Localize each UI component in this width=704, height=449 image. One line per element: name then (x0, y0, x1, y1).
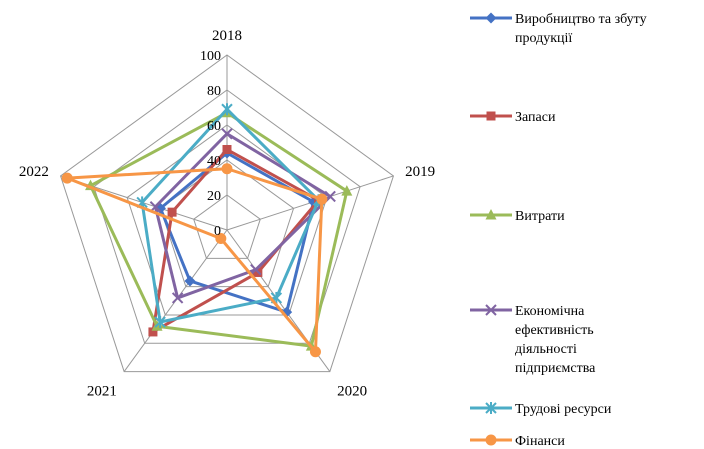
legend-label: Фінанси (515, 434, 565, 449)
legend-item-2: Витрати (470, 209, 565, 224)
legend-marker (485, 209, 497, 220)
series-line (65, 167, 324, 354)
data-point (250, 263, 262, 276)
series-layer (61, 103, 353, 358)
data-point (148, 327, 158, 337)
series-line (153, 132, 332, 300)
series-line (158, 151, 316, 314)
category-label-2020: 2020 (337, 383, 367, 399)
legend-item-3: Економічна ефективність діяльності підприєм… (470, 304, 596, 376)
data-point (221, 128, 233, 140)
series-5 (61, 163, 328, 358)
axis-labels: 0 20 40 60 80 100 2018 2019 2020 2021 2022 (19, 28, 435, 400)
data-point (154, 316, 166, 329)
legend: Виробництво та збуту продукції Запаси Витра… (470, 12, 647, 449)
legend-label: підприємства (515, 361, 596, 376)
tick-label: 40 (207, 154, 221, 169)
series-line (140, 107, 321, 324)
tick-label: 20 (207, 189, 221, 204)
legend-marker (485, 402, 497, 414)
category-label-2019: 2019 (405, 164, 435, 180)
legend-item-5: Фінанси (470, 434, 565, 449)
legend-marker (486, 111, 496, 121)
data-point (167, 207, 177, 217)
data-point (215, 232, 227, 244)
legend-label: діяльності (515, 342, 577, 357)
legend-marker (485, 304, 497, 316)
legend-label: Трудові ресурси (515, 402, 612, 417)
data-point (222, 145, 232, 154)
legend-label: Витрати (515, 209, 565, 224)
data-point (221, 103, 233, 116)
category-label-2021: 2021 (87, 383, 117, 399)
category-label-2018: 2018 (212, 28, 242, 44)
radar-grid (59, 54, 395, 373)
tick-label: 0 (214, 224, 221, 239)
legend-marker (485, 434, 497, 446)
legend-item-1: Запаси (470, 110, 556, 125)
legend-label: продукції (515, 31, 572, 46)
legend-label: Запаси (515, 110, 556, 125)
legend-label: Економічна (515, 304, 585, 319)
category-label-2022: 2022 (19, 164, 49, 180)
legend-item-0: Виробництво та збуту продукції (470, 12, 647, 46)
data-point (184, 275, 196, 287)
legend-marker (485, 12, 497, 24)
series-3 (149, 128, 336, 304)
tick-label: 60 (207, 119, 221, 134)
tick-label: 100 (200, 49, 221, 64)
tick-label: 80 (207, 84, 221, 99)
grid-ring-100 (59, 54, 395, 373)
series-line (89, 111, 349, 348)
data-point (61, 172, 73, 184)
data-point (341, 185, 353, 196)
data-point (221, 163, 233, 175)
data-point (316, 193, 328, 205)
data-point (309, 346, 321, 358)
grid-ring-20 (193, 194, 261, 259)
data-point (171, 292, 184, 304)
legend-item-4: Трудові ресурси (470, 402, 612, 417)
legend-label: Виробництво та збуту (515, 12, 647, 27)
legend-label: ефективність (515, 323, 594, 338)
